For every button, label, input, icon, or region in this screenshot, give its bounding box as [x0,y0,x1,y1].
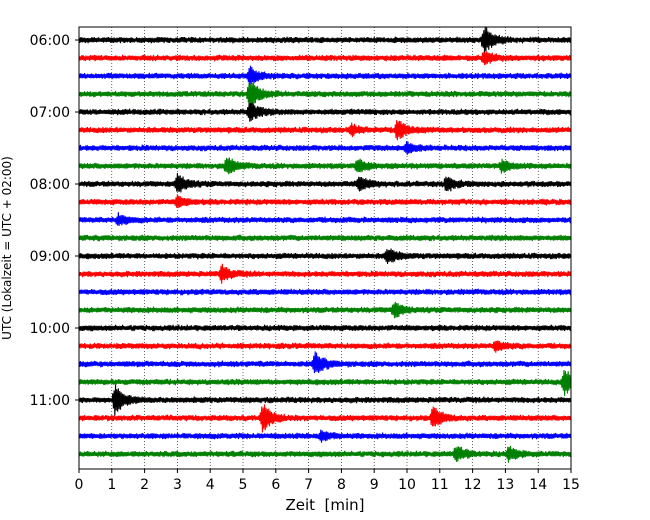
x-tick-label: 5 [239,477,248,493]
trace-line [78,102,572,122]
trace-line [78,288,572,296]
x-tick-label: 4 [206,477,215,493]
trace-line [78,120,572,141]
trace-line [78,370,572,397]
plot-frame [78,26,572,470]
trace-line [78,429,572,443]
x-axis: 0 1 2 3 4 5 6 7 8 9 10 11 12 13 14 15 [75,469,580,493]
y-tick-label: 08:00 [30,177,70,193]
trace-line [78,65,572,88]
y-tick-label: 11:00 [30,393,70,409]
x-tick-label: 9 [370,477,379,493]
x-tick-label: 11 [431,477,449,493]
x-tick-label: 13 [496,477,514,493]
y-axis-label: UTC (Lokalzeit = UTC + 02:00) [0,156,14,340]
plot-background [79,27,571,469]
trace-line [78,82,572,110]
trace-line [78,384,572,416]
trace-line [78,263,572,284]
trace-line [78,445,572,463]
y-axis: 06:00 07:00 08:00 09:00 10:00 11:00 [30,33,79,409]
trace-line [78,340,572,353]
trace-line [78,301,572,319]
x-tick-label: 8 [337,477,346,493]
trace-line [78,194,572,209]
trace-line [78,173,572,193]
x-tick-label: 2 [140,477,149,493]
y-tick-label: 09:00 [30,249,70,265]
trace-line [78,234,572,242]
trace-line [78,157,572,175]
trace-line [78,248,572,265]
y-tick-label: 06:00 [30,33,70,49]
trace-line [78,212,572,226]
x-tick-label: 15 [562,477,580,493]
trace-line [78,27,572,55]
y-tick-label: 07:00 [30,105,70,121]
trace-line [78,141,572,156]
y-tick-label: 10:00 [30,321,70,337]
x-tick-label: 12 [464,477,482,493]
x-axis-label: Zeit [min] [285,496,364,514]
trace-line [78,324,572,332]
x-tick-label: 3 [173,477,182,493]
x-tick-label: 6 [271,477,280,493]
trace-line [78,351,572,374]
trace-line [78,51,572,66]
x-tick-label: 14 [529,477,547,493]
trace-line [78,404,572,433]
x-tick-label: 0 [75,477,84,493]
x-tick-label: 7 [304,477,313,493]
x-tick-label: 10 [398,477,416,493]
seismic-traces [78,27,572,463]
x-tick-label: 1 [107,477,116,493]
